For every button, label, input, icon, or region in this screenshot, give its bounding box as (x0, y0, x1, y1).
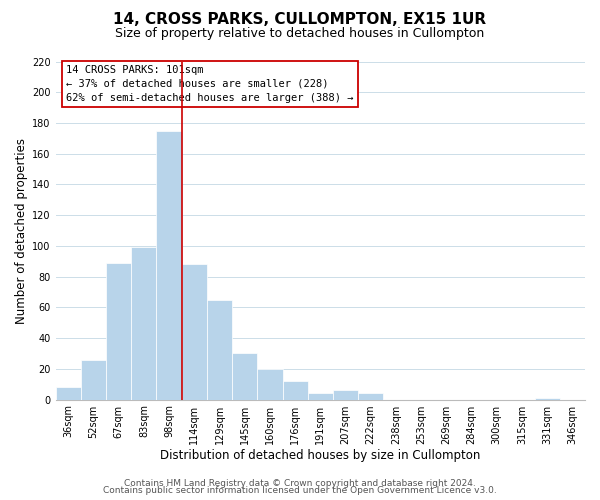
Y-axis label: Number of detached properties: Number of detached properties (15, 138, 28, 324)
Bar (157, 130, 182, 400)
Bar (106, 263, 131, 400)
Text: 14, CROSS PARKS, CULLOMPTON, EX15 1UR: 14, CROSS PARKS, CULLOMPTON, EX15 1UR (113, 12, 487, 28)
Text: 14 CROSS PARKS: 101sqm
← 37% of detached houses are smaller (228)
62% of semi-de: 14 CROSS PARKS: 101sqm ← 37% of detached… (66, 65, 354, 103)
Text: Size of property relative to detached houses in Cullompton: Size of property relative to detached ho… (115, 28, 485, 40)
Bar (257, 369, 283, 400)
Bar (358, 394, 383, 400)
Bar (283, 381, 308, 400)
Bar (333, 390, 358, 400)
Bar (182, 264, 207, 400)
Text: Contains public sector information licensed under the Open Government Licence v3: Contains public sector information licen… (103, 486, 497, 495)
Text: Contains HM Land Registry data © Crown copyright and database right 2024.: Contains HM Land Registry data © Crown c… (124, 478, 476, 488)
Bar (131, 248, 157, 400)
Bar (535, 398, 560, 400)
Bar (81, 360, 106, 400)
Bar (207, 300, 232, 400)
Bar (56, 388, 81, 400)
Bar (308, 394, 333, 400)
X-axis label: Distribution of detached houses by size in Cullompton: Distribution of detached houses by size … (160, 450, 481, 462)
Bar (232, 354, 257, 400)
